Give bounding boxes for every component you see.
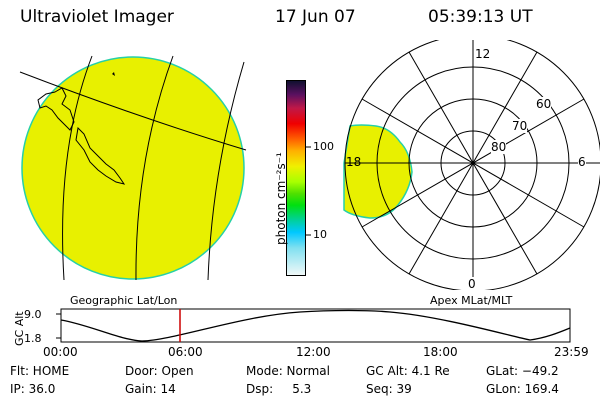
polar-spoke-4 [361,98,585,228]
status-ip: IP: 36.0 [10,382,56,396]
longitude-line-1 [62,55,93,281]
status-gc-alt: GC Alt: 4.1 Re [366,364,450,378]
time-label: 05:39:13 UT [428,7,533,27]
status-glat: GLat: −49.2 [486,364,559,378]
geographic-image-panel [19,55,247,281]
altitude-tick-high: 9.0 [24,308,42,321]
polar-label-top: 12 [475,47,491,61]
colorbar-tick-100: 100 [313,140,334,153]
coastline-north [37,87,75,131]
polar-panel-caption: Apex MLat/MLT [430,294,513,307]
colorbar-tick-10: 10 [313,228,327,241]
status-mode: Mode: Normal [246,364,330,378]
time-tick-2359: 23:59 [554,345,589,359]
date-label: 17 Jun 07 [275,7,356,27]
altitude-plot-frame [60,308,571,343]
status-door: Door: Open [125,364,194,378]
time-tick-0000: 00:00 [43,345,78,359]
status-glon: GLon: 169.4 [486,382,559,396]
time-tick-1200: 12:00 [296,345,331,359]
polar-plot [343,40,600,290]
island-mark [112,72,115,76]
polar-label-left: 18 [346,155,362,169]
altitude-trace [60,309,571,342]
status-dsp: Dsp: 5.3 [246,382,312,396]
color-scale-bar [286,80,306,276]
time-tick-1800: 18:00 [423,345,458,359]
longitude-line-2 [135,55,174,281]
status-seq: Seq: 39 [366,382,412,396]
status-gain: Gain: 14 [125,382,176,396]
coastline-south [75,126,126,185]
status-flt: Flt: HOME [10,364,70,378]
color-scale-ticks [305,146,311,236]
geo-panel-caption: Geographic Lat/Lon [70,294,178,307]
polar-label-bottom: 0 [468,277,476,291]
altitude-strip-chart [56,308,571,343]
altitude-tick-low: 1.8 [24,332,42,345]
polar-lat-60: 60 [536,97,552,111]
polar-label-right: 6 [578,155,586,169]
colorbar-unit-label: photon cm⁻²s⁻¹ [274,152,288,245]
uv-image-disk [21,56,245,280]
polar-lat-70: 70 [512,119,528,133]
time-tick-0600: 06:00 [168,345,203,359]
aurora-fill-region [343,124,413,219]
latitude-line [19,71,247,151]
polar-lat-80: 80 [491,140,507,154]
longitude-line-3 [207,61,245,281]
app-title: Ultraviolet Imager [20,7,174,27]
